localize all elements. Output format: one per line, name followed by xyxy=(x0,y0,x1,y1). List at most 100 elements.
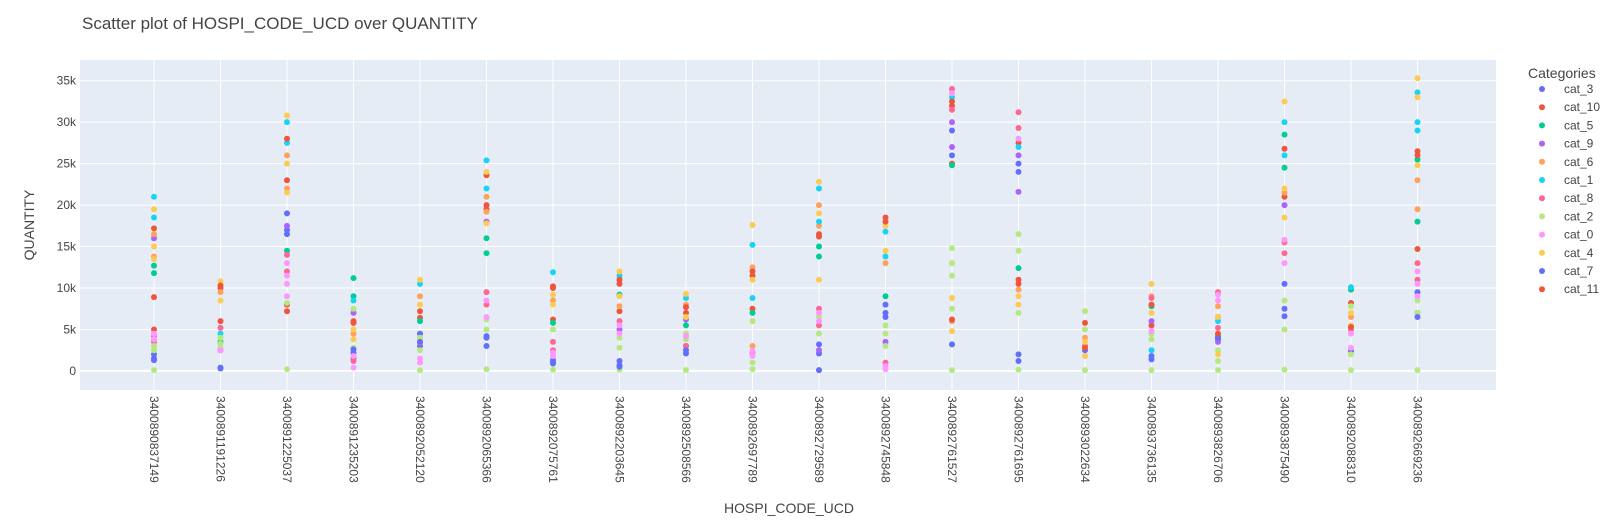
data-point[interactable] xyxy=(749,272,756,279)
data-point[interactable] xyxy=(882,301,889,308)
data-point[interactable] xyxy=(1414,119,1421,126)
data-point[interactable] xyxy=(483,202,490,209)
data-point[interactable] xyxy=(151,262,157,269)
data-point[interactable] xyxy=(217,340,224,347)
data-point[interactable] xyxy=(350,293,357,300)
data-point[interactable] xyxy=(284,222,290,229)
data-point[interactable] xyxy=(1148,280,1155,287)
data-point[interactable] xyxy=(1414,75,1421,82)
data-point[interactable] xyxy=(483,334,490,341)
data-point[interactable] xyxy=(151,357,157,364)
data-point[interactable] xyxy=(1015,188,1022,195)
data-point[interactable] xyxy=(683,294,689,301)
data-point[interactable] xyxy=(483,297,490,304)
data-point[interactable] xyxy=(1015,231,1022,238)
data-point[interactable] xyxy=(749,241,756,248)
data-point[interactable] xyxy=(1148,318,1155,325)
data-point[interactable] xyxy=(284,135,290,142)
legend-item-cat-5[interactable]: cat_5 xyxy=(1539,118,1594,132)
data-point[interactable] xyxy=(749,268,756,275)
data-point[interactable] xyxy=(616,276,623,283)
data-point[interactable] xyxy=(151,206,157,213)
data-point[interactable] xyxy=(616,293,623,300)
data-point[interactable] xyxy=(1215,330,1221,337)
data-point[interactable] xyxy=(1148,322,1155,329)
data-point[interactable] xyxy=(151,326,157,333)
data-point[interactable] xyxy=(1082,326,1088,333)
data-point[interactable] xyxy=(882,338,889,345)
data-point[interactable] xyxy=(816,218,822,225)
data-point[interactable] xyxy=(417,293,423,300)
data-point[interactable] xyxy=(151,367,157,374)
data-point[interactable] xyxy=(217,330,224,337)
data-point[interactable] xyxy=(217,282,224,289)
data-point[interactable] xyxy=(816,243,822,250)
data-point[interactable] xyxy=(949,144,955,151)
data-point[interactable] xyxy=(683,333,689,340)
legend-item-cat-1[interactable]: cat_1 xyxy=(1539,173,1594,187)
data-point[interactable] xyxy=(217,347,224,354)
data-point[interactable] xyxy=(417,347,423,354)
data-point[interactable] xyxy=(417,276,423,283)
data-point[interactable] xyxy=(1281,193,1288,200)
data-point[interactable] xyxy=(749,359,756,366)
data-point[interactable] xyxy=(1348,330,1354,337)
data-point[interactable] xyxy=(949,162,955,169)
data-point[interactable] xyxy=(284,272,290,279)
data-point[interactable] xyxy=(1281,313,1288,320)
legend-item-cat-4[interactable]: cat_4 xyxy=(1539,246,1594,260)
data-point[interactable] xyxy=(882,314,889,321)
data-point[interactable] xyxy=(284,366,290,373)
data-point[interactable] xyxy=(1281,164,1288,171)
data-point[interactable] xyxy=(683,314,689,321)
data-point[interactable] xyxy=(1148,301,1155,308)
data-point[interactable] xyxy=(217,318,224,325)
data-point[interactable] xyxy=(1148,367,1155,374)
data-point[interactable] xyxy=(1414,148,1421,155)
data-point[interactable] xyxy=(1414,297,1421,304)
legend-item-cat-2[interactable]: cat_2 xyxy=(1539,209,1594,223)
data-point[interactable] xyxy=(1414,218,1421,225)
data-point[interactable] xyxy=(151,270,157,277)
data-point[interactable] xyxy=(550,297,556,304)
data-point[interactable] xyxy=(1348,344,1354,351)
data-point[interactable] xyxy=(949,305,955,312)
data-point[interactable] xyxy=(616,303,623,310)
data-point[interactable] xyxy=(616,326,623,333)
data-point[interactable] xyxy=(151,225,157,232)
data-point[interactable] xyxy=(151,330,157,337)
data-point[interactable] xyxy=(1348,351,1354,358)
data-point[interactable] xyxy=(1082,367,1088,374)
data-point[interactable] xyxy=(749,294,756,301)
data-point[interactable] xyxy=(749,366,756,373)
data-point[interactable] xyxy=(417,334,423,341)
data-point[interactable] xyxy=(1215,291,1221,298)
data-point[interactable] xyxy=(1414,314,1421,321)
data-point[interactable] xyxy=(284,299,290,306)
data-point[interactable] xyxy=(882,293,889,300)
data-point[interactable] xyxy=(749,348,756,355)
data-point[interactable] xyxy=(1414,246,1421,253)
data-point[interactable] xyxy=(1015,144,1022,151)
data-point[interactable] xyxy=(749,343,756,350)
data-point[interactable] xyxy=(284,112,290,119)
data-point[interactable] xyxy=(1148,356,1155,363)
data-point[interactable] xyxy=(1281,305,1288,312)
data-point[interactable] xyxy=(483,185,490,192)
data-point[interactable] xyxy=(816,185,822,192)
data-point[interactable] xyxy=(1414,293,1421,300)
data-point[interactable] xyxy=(882,247,889,254)
data-point[interactable] xyxy=(683,304,689,311)
data-point[interactable] xyxy=(550,326,556,333)
data-point[interactable] xyxy=(949,98,955,105)
data-point[interactable] xyxy=(1215,357,1221,364)
data-point[interactable] xyxy=(350,357,357,364)
data-point[interactable] xyxy=(816,202,822,209)
data-point[interactable] xyxy=(217,365,224,372)
data-point[interactable] xyxy=(749,318,756,325)
data-point[interactable] xyxy=(1348,309,1354,316)
data-point[interactable] xyxy=(284,280,290,287)
data-point[interactable] xyxy=(816,330,822,337)
data-point[interactable] xyxy=(616,280,623,287)
data-point[interactable] xyxy=(151,347,157,354)
